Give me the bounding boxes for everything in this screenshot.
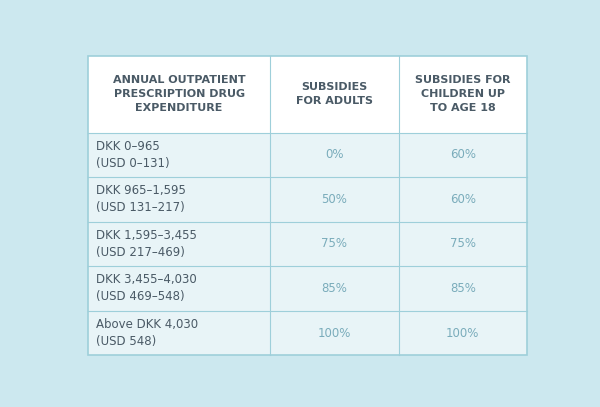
Bar (88, 56, 270, 133)
Bar (270, 56, 398, 133)
Text: DKK 0–965
(USD 0–131): DKK 0–965 (USD 0–131) (97, 140, 170, 170)
Bar (398, 133, 527, 177)
Text: 60%: 60% (450, 148, 476, 161)
Bar (270, 311, 398, 355)
Text: 100%: 100% (317, 326, 351, 339)
Text: DKK 1,595–3,455
(USD 217–469): DKK 1,595–3,455 (USD 217–469) (97, 229, 197, 259)
Bar (398, 266, 527, 311)
Text: SUBSIDIES FOR
CHILDREN UP
TO AGE 18: SUBSIDIES FOR CHILDREN UP TO AGE 18 (415, 75, 511, 113)
Bar (398, 177, 527, 222)
Text: DKK 965–1,595
(USD 131–217): DKK 965–1,595 (USD 131–217) (97, 184, 186, 214)
Text: 75%: 75% (450, 237, 476, 250)
Bar (270, 222, 398, 266)
Text: 75%: 75% (322, 237, 347, 250)
Bar (398, 56, 527, 133)
Bar (398, 222, 527, 266)
Text: SUBSIDIES
FOR ADULTS: SUBSIDIES FOR ADULTS (296, 82, 373, 106)
Text: DKK 3,455–4,030
(USD 469–548): DKK 3,455–4,030 (USD 469–548) (97, 274, 197, 304)
Bar (398, 311, 527, 355)
Text: 60%: 60% (450, 193, 476, 206)
Bar (88, 311, 270, 355)
Text: 0%: 0% (325, 148, 344, 161)
Bar (270, 177, 398, 222)
Bar (88, 266, 270, 311)
Text: 85%: 85% (322, 282, 347, 295)
Text: ANNUAL OUTPATIENT
PRESCRIPTION DRUG
EXPENDITURE: ANNUAL OUTPATIENT PRESCRIPTION DRUG EXPE… (113, 75, 245, 113)
Bar (88, 222, 270, 266)
Bar (88, 133, 270, 177)
Text: Above DKK 4,030
(USD 548): Above DKK 4,030 (USD 548) (97, 318, 199, 348)
Bar (270, 133, 398, 177)
Bar (270, 266, 398, 311)
Text: 85%: 85% (450, 282, 476, 295)
Text: 100%: 100% (446, 326, 479, 339)
Bar (88, 177, 270, 222)
Text: 50%: 50% (322, 193, 347, 206)
